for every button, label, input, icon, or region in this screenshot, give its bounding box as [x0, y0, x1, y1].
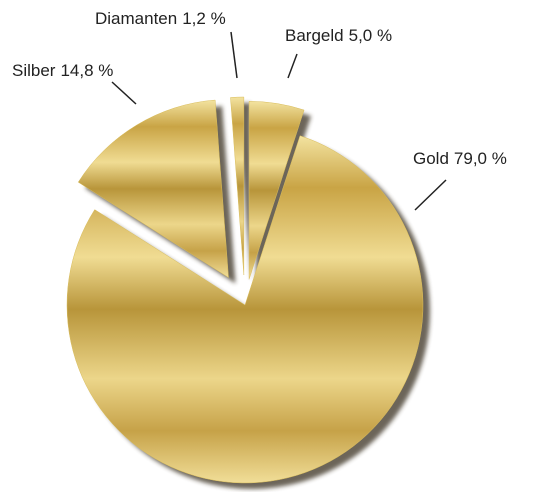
slice-category: Silber: [12, 61, 56, 80]
leader-line: [414, 179, 447, 211]
pie-slice: [230, 96, 245, 276]
leader-line: [287, 53, 298, 79]
pie-slice: [66, 135, 424, 484]
pie-slice: [77, 99, 229, 279]
slice-value: 5,0 %: [349, 26, 392, 45]
slice-category: Gold: [413, 149, 449, 168]
pie-slice: [248, 101, 305, 280]
slice-label: Diamanten 1,2 %: [95, 9, 226, 28]
slice-label: Bargeld 5,0 %: [285, 26, 392, 45]
slice-category: Bargeld: [285, 26, 344, 45]
leader-line: [230, 31, 238, 79]
slice-value: 1,2 %: [182, 9, 225, 28]
slice-category: Diamanten: [95, 9, 177, 28]
slice-value: 14,8 %: [60, 61, 113, 80]
slice-label: Silber 14,8 %: [12, 61, 113, 80]
slice-label: Gold 79,0 %: [413, 149, 507, 168]
slice-value: 79,0 %: [454, 149, 507, 168]
leader-line: [111, 81, 137, 105]
